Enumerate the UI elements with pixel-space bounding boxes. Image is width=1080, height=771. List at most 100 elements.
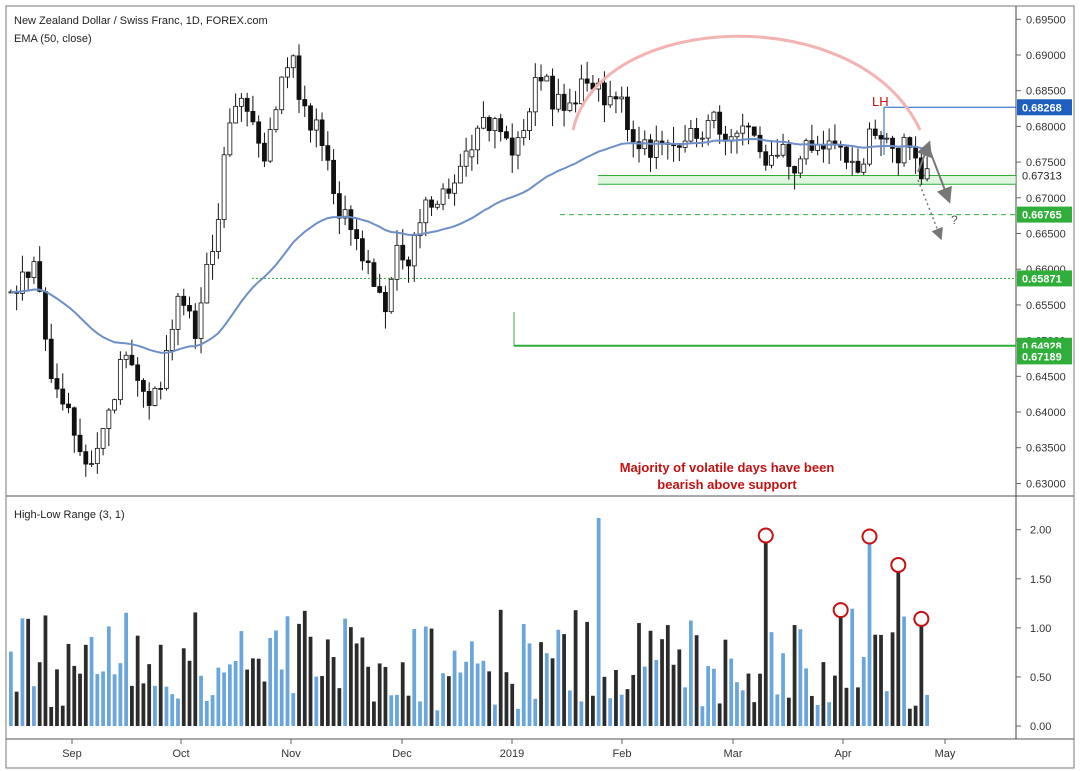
range-bar — [873, 634, 878, 726]
price-tag-bg — [1017, 270, 1072, 287]
range-bar — [890, 632, 895, 726]
candle-body — [417, 222, 423, 237]
range-bar — [66, 643, 71, 726]
candle-body — [31, 261, 37, 278]
candle-body — [169, 328, 175, 351]
range-bar — [135, 635, 140, 726]
candle-body — [204, 264, 210, 304]
range-bar — [493, 704, 497, 726]
range-bar — [516, 708, 520, 726]
range-bar — [268, 637, 273, 726]
range-bar — [683, 687, 687, 726]
candle-body — [313, 119, 319, 131]
range-bar — [637, 623, 641, 726]
range-bar — [95, 674, 100, 726]
candle-body — [694, 128, 700, 139]
candle-body — [20, 271, 25, 294]
candle-body — [325, 145, 331, 161]
range-bar — [297, 623, 301, 726]
range-bar — [141, 683, 146, 726]
range-bar — [619, 694, 624, 726]
candle-body — [521, 130, 527, 139]
candle-body — [803, 140, 809, 160]
price-axis-label: 0.64000 — [1026, 407, 1066, 419]
price-tag-bg — [1017, 206, 1072, 223]
range-bar — [706, 665, 711, 726]
price-tag-label: 0.66765 — [1022, 210, 1062, 222]
range-bar — [712, 668, 716, 726]
range-bar — [89, 636, 94, 726]
range-bar — [331, 656, 336, 726]
range-bar — [821, 662, 826, 726]
chart-title: New Zealand Dollar / Swiss Franc, 1D, FO… — [14, 15, 268, 27]
range-bar — [153, 685, 157, 726]
range-axis-label: 0.00 — [1030, 721, 1051, 733]
range-bar — [285, 616, 290, 726]
range-bar — [245, 669, 250, 726]
candle-body — [129, 354, 135, 366]
range-bar — [654, 659, 659, 726]
candle-body — [215, 219, 221, 252]
candle-body — [763, 151, 769, 166]
range-bar — [614, 670, 618, 726]
range-bar — [844, 687, 849, 726]
price-axis-label: 0.68000 — [1026, 121, 1066, 133]
candle-body — [187, 305, 192, 312]
candle-body — [221, 154, 227, 220]
candle-body — [740, 125, 746, 134]
range-bar — [809, 695, 814, 726]
candle-body — [792, 166, 797, 174]
candle-body — [66, 403, 71, 409]
candle-body — [227, 122, 233, 156]
candle-body — [48, 338, 54, 379]
candle-body — [290, 55, 296, 69]
range-bar — [210, 695, 215, 726]
candle-body — [613, 96, 619, 100]
range-bar — [222, 672, 226, 726]
price-tag-label: 0.65871 — [1022, 273, 1062, 285]
candle-body — [112, 399, 118, 411]
candle-body — [388, 278, 394, 313]
range-bar — [740, 690, 745, 726]
candle-body — [532, 77, 538, 113]
candle-body — [872, 128, 878, 136]
candle-body — [152, 387, 158, 406]
range-bar — [72, 665, 77, 726]
candle-body — [192, 310, 198, 339]
candle-body — [878, 135, 884, 140]
candle-body — [463, 150, 469, 167]
range-bar — [147, 664, 152, 726]
candle-body — [584, 78, 590, 84]
outer-frame — [5, 5, 1075, 769]
range-bar — [487, 671, 492, 726]
candle-body — [25, 271, 31, 278]
range-bar — [158, 644, 163, 726]
candle-body — [400, 244, 406, 261]
range-bar — [395, 694, 399, 726]
candle-body — [636, 141, 642, 150]
range-bar — [925, 694, 929, 726]
range-bar — [884, 691, 889, 726]
range-bar — [481, 660, 486, 726]
range-indicator-title: High-Low Range (3, 1) — [14, 509, 125, 521]
range-bar — [43, 615, 48, 726]
candle-body — [262, 142, 267, 162]
range-bar — [130, 685, 134, 726]
candle-body — [774, 154, 780, 157]
candle-body — [377, 286, 383, 293]
range-bar — [187, 660, 192, 726]
candle-body — [256, 121, 262, 144]
price-axis-label: 0.64500 — [1026, 371, 1066, 383]
candle-body — [100, 428, 106, 449]
candle-body — [354, 229, 360, 240]
range-bar — [556, 629, 561, 726]
price-axis-label: 0.69500 — [1026, 14, 1066, 26]
candle-body — [498, 118, 504, 133]
range-bar — [677, 649, 682, 726]
candle-body — [527, 111, 532, 131]
range-bar — [227, 664, 232, 726]
range-bar — [717, 703, 722, 726]
range-bar — [37, 662, 42, 726]
candle-body — [849, 160, 855, 163]
range-bar — [32, 686, 36, 726]
